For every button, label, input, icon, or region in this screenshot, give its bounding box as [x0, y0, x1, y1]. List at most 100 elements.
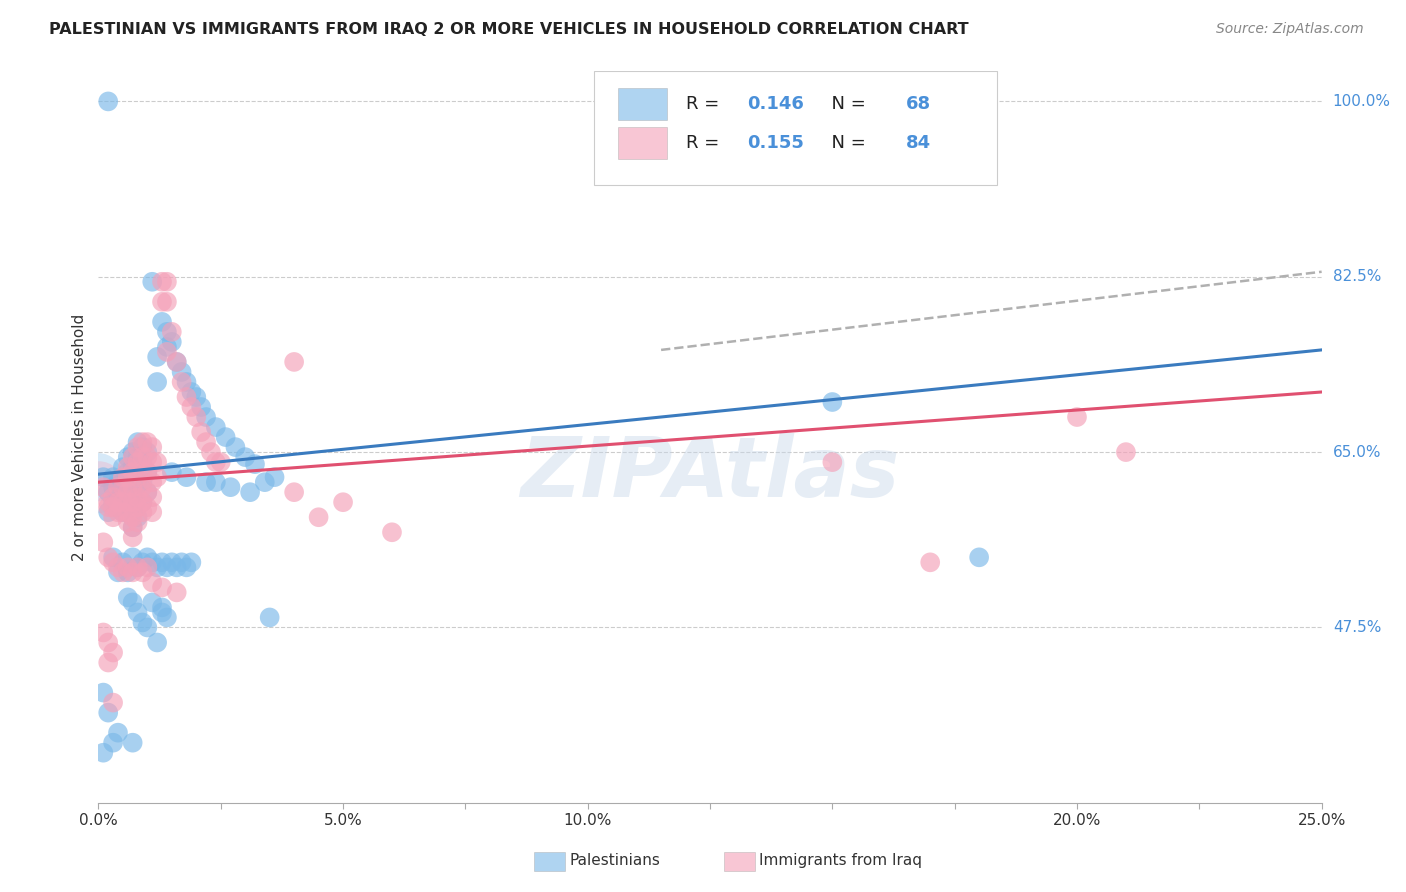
- Point: [190, 425, 212, 439]
- Point: [136, 445, 159, 459]
- Point: [121, 480, 143, 494]
- Point: [131, 455, 153, 469]
- Point: [136, 500, 159, 515]
- Point: [141, 275, 163, 289]
- Point: [117, 495, 139, 509]
- Text: N =: N =: [820, 95, 872, 113]
- Point: [127, 440, 149, 454]
- Point: [176, 470, 198, 484]
- Point: [224, 440, 246, 454]
- Point: [111, 495, 134, 509]
- Point: [127, 495, 149, 509]
- Text: N =: N =: [820, 134, 872, 152]
- Point: [141, 455, 163, 469]
- Point: [180, 400, 202, 414]
- Point: [97, 505, 120, 519]
- Point: [87, 470, 110, 484]
- Point: [150, 315, 173, 329]
- Point: [332, 495, 354, 509]
- Point: [111, 505, 134, 519]
- Point: [160, 465, 183, 479]
- Point: [121, 495, 143, 509]
- Point: [166, 585, 188, 599]
- Point: [146, 635, 169, 649]
- Point: [131, 495, 153, 509]
- Point: [136, 560, 159, 574]
- Point: [107, 480, 129, 494]
- Point: [117, 470, 139, 484]
- Point: [146, 455, 169, 469]
- Point: [127, 560, 149, 574]
- Point: [253, 475, 276, 490]
- Point: [127, 435, 149, 450]
- Point: [131, 555, 153, 569]
- Point: [117, 505, 139, 519]
- Text: 0.146: 0.146: [747, 95, 804, 113]
- Point: [111, 480, 134, 494]
- Text: 47.5%: 47.5%: [1333, 620, 1381, 635]
- Point: [121, 460, 143, 475]
- Point: [195, 435, 218, 450]
- Text: Immigrants from Iraq: Immigrants from Iraq: [759, 854, 922, 868]
- Point: [186, 410, 208, 425]
- Point: [121, 566, 143, 580]
- Point: [121, 520, 143, 534]
- Point: [131, 440, 153, 454]
- Point: [195, 475, 218, 490]
- FancyBboxPatch shape: [619, 88, 668, 120]
- Point: [107, 566, 129, 580]
- Point: [1115, 445, 1137, 459]
- Text: 100.0%: 100.0%: [1333, 94, 1391, 109]
- Text: 0.155: 0.155: [747, 134, 804, 152]
- Point: [117, 560, 139, 574]
- Point: [150, 600, 173, 615]
- Point: [127, 450, 149, 464]
- Point: [127, 470, 149, 484]
- Point: [146, 375, 169, 389]
- Point: [259, 610, 281, 624]
- Point: [117, 495, 139, 509]
- Point: [967, 550, 990, 565]
- Text: Palestinians: Palestinians: [569, 854, 661, 868]
- Point: [97, 495, 120, 509]
- Point: [127, 490, 149, 504]
- Point: [156, 345, 179, 359]
- Point: [283, 355, 305, 369]
- Point: [160, 334, 183, 349]
- Point: [107, 475, 129, 490]
- Point: [156, 275, 179, 289]
- Point: [131, 450, 153, 464]
- Point: [117, 450, 139, 464]
- Point: [141, 555, 163, 569]
- Point: [111, 495, 134, 509]
- Point: [101, 510, 124, 524]
- Point: [107, 725, 129, 739]
- Point: [91, 480, 114, 494]
- Point: [131, 566, 153, 580]
- Point: [209, 455, 232, 469]
- Point: [101, 555, 124, 569]
- Text: PALESTINIAN VS IMMIGRANTS FROM IRAQ 2 OR MORE VEHICLES IN HOUSEHOLD CORRELATION : PALESTINIAN VS IMMIGRANTS FROM IRAQ 2 OR…: [49, 22, 969, 37]
- Point: [97, 656, 120, 670]
- Point: [97, 635, 120, 649]
- Point: [160, 555, 183, 569]
- Point: [97, 706, 120, 720]
- Point: [131, 480, 153, 494]
- Point: [150, 555, 173, 569]
- Point: [131, 615, 153, 630]
- Point: [101, 495, 124, 509]
- Text: R =: R =: [686, 134, 724, 152]
- Point: [136, 465, 159, 479]
- Point: [127, 606, 149, 620]
- Point: [117, 566, 139, 580]
- Point: [121, 490, 143, 504]
- Text: 65.0%: 65.0%: [1333, 444, 1381, 459]
- Point: [146, 350, 169, 364]
- Point: [101, 646, 124, 660]
- Point: [107, 495, 129, 509]
- Point: [111, 460, 134, 475]
- Point: [107, 495, 129, 509]
- Point: [195, 410, 218, 425]
- Point: [150, 294, 173, 309]
- Point: [176, 390, 198, 404]
